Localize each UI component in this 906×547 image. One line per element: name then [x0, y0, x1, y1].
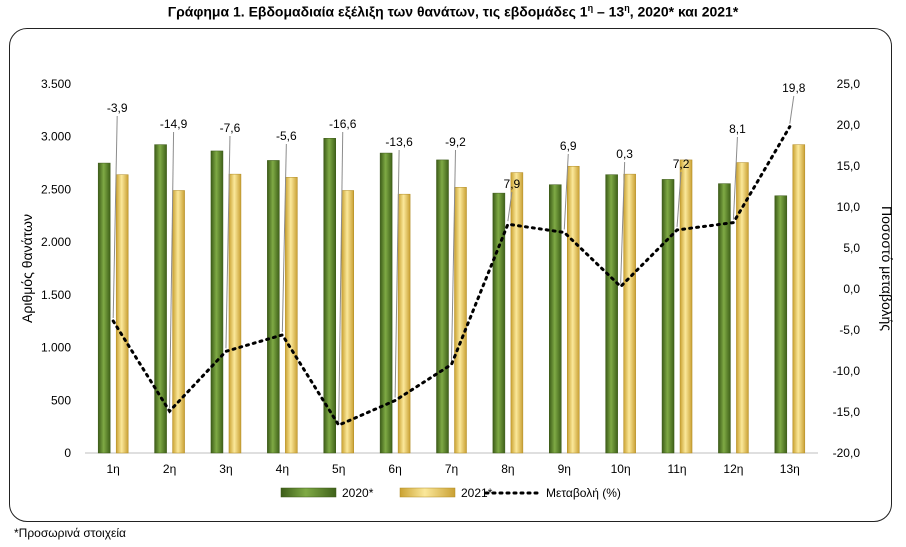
bar-2021 [736, 162, 749, 454]
y2-tick-label: -10,0 [833, 364, 861, 378]
legend-label-change: Μεταβολή (%) [546, 486, 621, 500]
data-label: 19,8 [782, 81, 806, 95]
data-label-leader [620, 161, 626, 284]
y2-tick-label: 20,0 [837, 118, 861, 132]
data-label-leader [732, 136, 738, 220]
data-label: 6,9 [560, 139, 577, 153]
x-tick-label: 3η [219, 462, 232, 476]
data-label: -5,6 [276, 129, 297, 143]
data-label: -7,6 [220, 121, 241, 135]
y-tick-label: 500 [51, 393, 71, 407]
bar-2020 [436, 159, 449, 454]
y-tick-label: 1.000 [41, 341, 71, 355]
x-tick-label: 10η [611, 462, 631, 476]
y2-tick-label: -20,0 [833, 446, 861, 460]
data-label-leader [112, 115, 118, 318]
y-tick-label: 0 [64, 446, 71, 460]
x-tick-label: 6η [388, 462, 401, 476]
bar-2020 [379, 152, 393, 454]
data-label-leader [507, 191, 513, 222]
title-dash: – 13 [593, 3, 625, 20]
y-tick-label: 2.500 [41, 182, 71, 196]
data-label-leader [676, 171, 682, 227]
x-tick-label: 8η [501, 462, 514, 476]
bar-2020 [97, 162, 111, 454]
bar-2020 [661, 179, 675, 454]
bar-2020 [718, 183, 731, 454]
x-tick-label: 5η [332, 462, 345, 476]
x-tick-label: 9η [558, 462, 571, 476]
bar-2020 [774, 195, 788, 454]
bar-2021 [341, 190, 354, 454]
data-label: -16,6 [329, 117, 357, 131]
bar-2021 [172, 190, 185, 454]
legend-label-2020: 2020* [342, 486, 374, 500]
legend-swatch-2021 [399, 487, 456, 498]
title-sup-2: η [624, 3, 630, 13]
bar-2020 [323, 138, 336, 454]
x-tick-label: 2η [163, 462, 176, 476]
y-tick-label: 1.500 [41, 288, 71, 302]
x-tick-label: 4η [276, 462, 289, 476]
x-tick-label: 13η [780, 462, 800, 476]
bar-2020 [267, 160, 280, 454]
bar-2020 [549, 184, 562, 454]
bar-2020 [605, 174, 618, 454]
y2-tick-label: 5,0 [843, 241, 860, 255]
title-tail: , 2020* και 2021* [629, 3, 739, 20]
bar-2021 [679, 159, 693, 454]
bar-2021 [510, 172, 524, 454]
y-axis-title: Αριθμός θανάτων [19, 214, 35, 323]
data-label-leader [225, 135, 231, 349]
bar-2021 [454, 187, 467, 454]
change-line [111, 125, 792, 428]
footnote: *Προσωρινά στοιχεία [14, 526, 126, 540]
y-tick-label: 3.000 [41, 130, 71, 144]
data-label-leader [281, 143, 287, 332]
y2-tick-label: 0,0 [843, 282, 860, 296]
data-label: -3,9 [107, 101, 128, 115]
bar-2020 [210, 150, 224, 454]
bar-2021 [115, 174, 129, 454]
y-tick-label: 2.000 [41, 235, 71, 249]
y-tick-label: 3.500 [41, 77, 71, 91]
bar-2020 [154, 144, 167, 454]
x-tick-label: 7η [445, 462, 458, 476]
data-label: -9,2 [445, 135, 466, 149]
data-label: 0,3 [616, 147, 633, 161]
y2-tick-label: 10,0 [837, 200, 861, 214]
y2-axis-title: Ποσοστό μεταβολής [879, 206, 895, 331]
data-label: 8,1 [729, 122, 746, 136]
bar-2021 [567, 165, 580, 454]
data-label-leader [169, 131, 175, 409]
bar-2021 [228, 173, 242, 454]
data-label: 7,2 [673, 157, 690, 171]
y2-tick-label: -15,0 [833, 405, 861, 419]
x-tick-label: 1η [107, 462, 120, 476]
legend-swatch-2020 [280, 487, 337, 498]
data-label: -14,9 [160, 117, 188, 131]
x-tick-label: 12η [723, 462, 743, 476]
data-label-leader [451, 149, 456, 362]
title-sup-1: η [587, 3, 594, 13]
data-label: 7,9 [504, 177, 521, 191]
data-label-leader [789, 95, 795, 124]
bar-2021 [285, 177, 298, 454]
data-label-leader [563, 153, 569, 230]
bar-2021 [397, 193, 411, 454]
bar-2020 [492, 192, 506, 454]
bar-2021 [792, 144, 806, 454]
data-label-leader [338, 131, 344, 423]
x-tick-label: 11η [667, 462, 686, 476]
data-label: -13,6 [385, 135, 413, 149]
data-label-leader [394, 149, 400, 398]
chart-title: Γράφημα 1. Εβδομαδιαία εξέλιξη των θανάτ… [0, 3, 906, 20]
y2-tick-label: 25,0 [837, 77, 861, 91]
y2-tick-label: 15,0 [837, 159, 861, 173]
y2-tick-label: -5,0 [839, 323, 860, 337]
title-main: Γράφημα 1. Εβδομαδιαία εξέλιξη των θανάτ… [167, 3, 588, 20]
bar-2021 [623, 173, 636, 454]
legend-label-2021: 2021* [461, 486, 493, 500]
